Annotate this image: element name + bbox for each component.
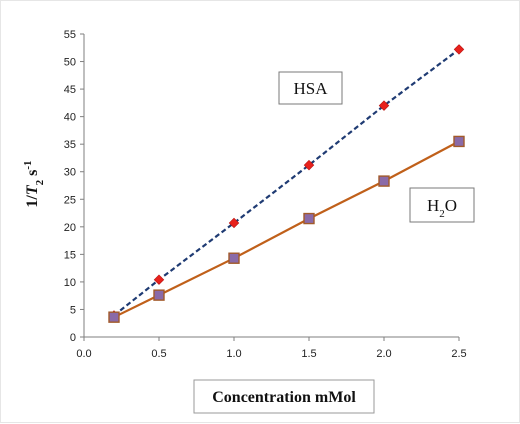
- series-1-point-4: [378, 175, 390, 187]
- x-tick-label: 0.5: [151, 348, 166, 360]
- series-1-point-2: [228, 252, 240, 264]
- legend-h2o-rest: O: [445, 196, 457, 215]
- x-axis-title: Concentration mMol: [212, 389, 356, 406]
- series-1-point-5: [453, 135, 465, 148]
- x-axis-title-box: [193, 379, 375, 414]
- legend-h2o-label: H2O: [427, 196, 457, 220]
- axes: [83, 34, 459, 338]
- y-axis-title-unit: s: [24, 170, 41, 180]
- y-tick-label: 55: [64, 29, 76, 41]
- y-tick-label: 25: [64, 194, 76, 206]
- legend-h2o-base: H: [427, 196, 439, 215]
- series-1-point-1: [153, 289, 165, 301]
- y-ticks: 0 5 10 15 20 25 30 35 40 45 50 55: [64, 29, 84, 344]
- x-tick-label: 0.0: [76, 348, 91, 360]
- series-0-point-4: [378, 100, 390, 111]
- legend-hsa-label: HSA: [293, 79, 328, 98]
- x-tick-label: 2.0: [376, 348, 391, 360]
- legend-h2o-sub: 2: [439, 208, 445, 220]
- y-tick-label: 35: [64, 139, 76, 151]
- y-tick-label: 5: [70, 304, 76, 316]
- y-tick-label: 45: [64, 84, 76, 96]
- series-0-point-1: [153, 274, 165, 285]
- y-tick-label: 10: [64, 277, 76, 289]
- x-ticks: 0.0 0.5 1.0 1.5 2.0 2.5: [76, 337, 467, 360]
- legend-hsa-box: [278, 71, 343, 105]
- y-axis-title: 1/T2 s-1: [22, 160, 46, 207]
- y-tick-label: 30: [64, 167, 76, 179]
- series-1-point-3: [303, 212, 315, 225]
- series-1-point-0: [108, 311, 120, 323]
- y-tick-label: 0: [70, 332, 76, 344]
- x-tick-label: 1.0: [226, 348, 241, 360]
- y-tick-label: 40: [64, 112, 76, 124]
- legend-h2o-box: [409, 187, 475, 223]
- series-0-point-2: [228, 217, 240, 229]
- legend-hsa: HSA: [278, 71, 343, 105]
- y-axis-title-sub: 2: [34, 179, 46, 185]
- series-0-point-5: [453, 44, 465, 55]
- y-tick-label: 20: [64, 222, 76, 234]
- series-markers: [108, 44, 465, 323]
- series-0-point-3: [303, 159, 315, 171]
- series-line-1: [113, 140, 460, 319]
- y-tick-label: 15: [64, 249, 76, 261]
- legend-h2o: H2O: [409, 187, 475, 223]
- x-tick-label: 1.5: [301, 348, 316, 360]
- y-axis-title-sup: -1: [22, 160, 34, 169]
- y-tick-label: 50: [64, 57, 76, 69]
- y-axis-title-prefix: 1/: [24, 195, 41, 208]
- y-axis-title-var: T: [24, 184, 41, 195]
- x-tick-label: 2.5: [451, 348, 466, 360]
- series-lines: [113, 48, 460, 319]
